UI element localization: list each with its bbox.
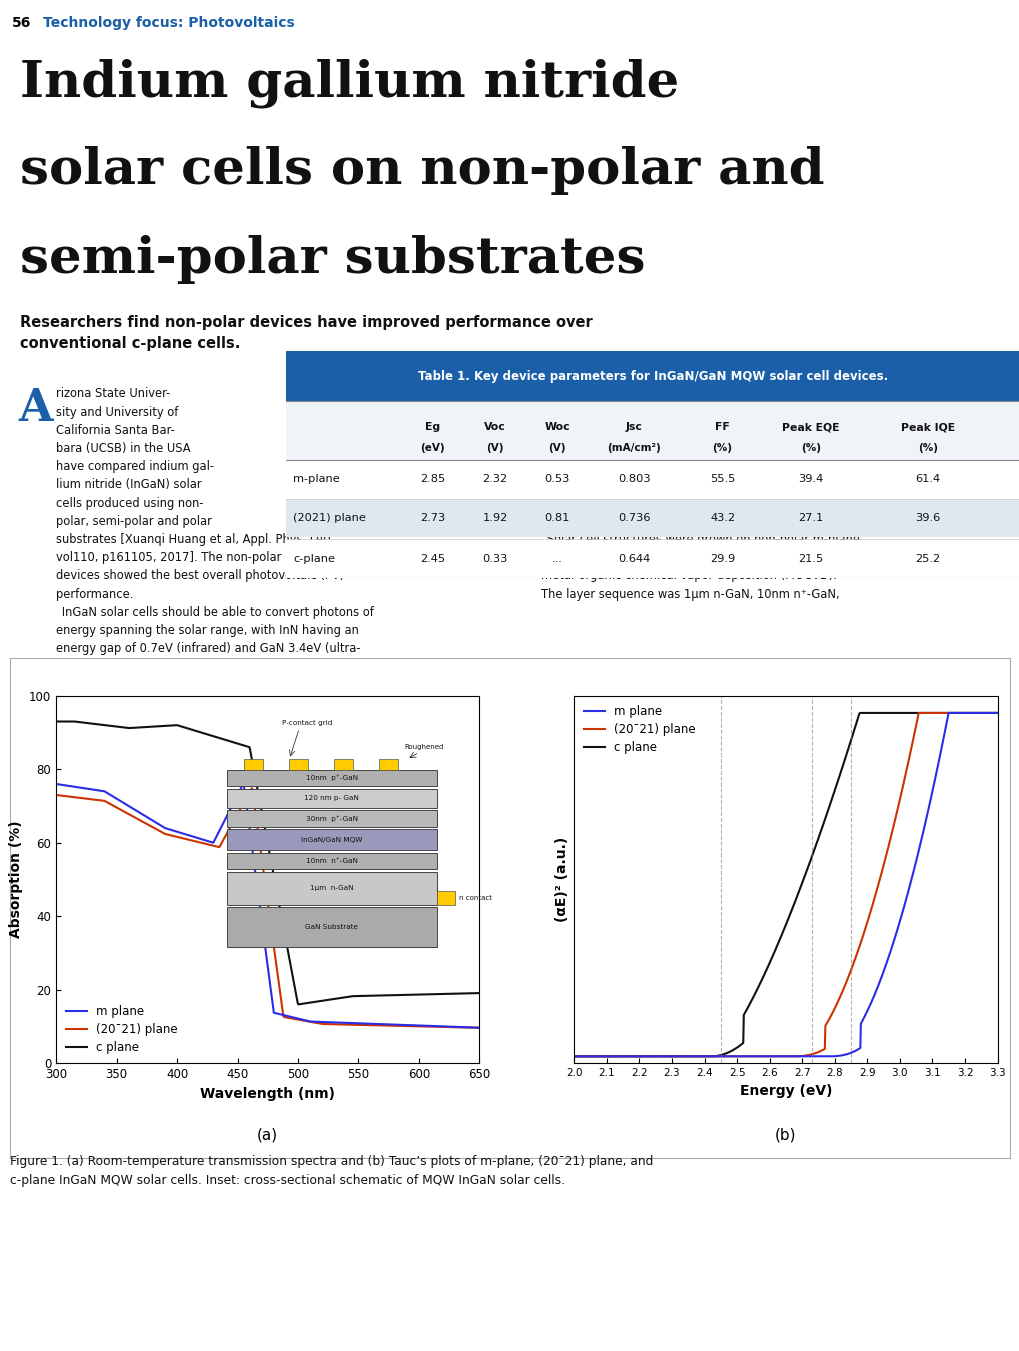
Legend: m plane, (20¯21) plane, c plane: m plane, (20¯21) plane, c plane [62,1002,181,1058]
Text: 0.803: 0.803 [618,474,650,485]
Text: (V): (V) [486,443,503,453]
Bar [334,759,353,770]
Text: 27.1: 27.1 [797,513,822,523]
Y-axis label: (αE)² (a.u.): (αE)² (a.u.) [554,836,569,923]
Text: (b): (b) [774,1128,796,1143]
Text: Compounds & Advanced Silicon • Vol. 12 • Issue 5 • June/July 2017: Compounds & Advanced Silicon • Vol. 12 •… [151,1319,552,1332]
Bar [226,871,436,905]
Text: 0.53: 0.53 [544,474,570,485]
X-axis label: Wavelength (nm): Wavelength (nm) [200,1086,335,1101]
Bar [226,770,436,786]
Text: (eV): (eV) [420,443,444,453]
Bar [285,401,1019,461]
Text: solar cells on non-polar and: solar cells on non-polar and [20,146,824,196]
Text: Roughened: Roughened [405,744,443,750]
Bar [285,351,1019,401]
Text: GaN Substrate: GaN Substrate [305,924,358,931]
Text: 29.9: 29.9 [709,554,735,563]
Bar [285,499,1019,538]
Legend: m plane, (20¯21) plane, c plane: m plane, (20¯21) plane, c plane [580,701,699,757]
Text: 25.2: 25.2 [915,554,940,563]
Text: 21.5: 21.5 [797,554,822,563]
Text: 120 nm p- GaN: 120 nm p- GaN [304,796,359,801]
Text: semiconductor: semiconductor [10,1319,113,1332]
Text: 43.2: 43.2 [709,513,735,523]
Text: 10nm  n⁺-GaN: 10nm n⁺-GaN [306,858,358,865]
Text: Figure 1. (a) Room-temperature transmission spectra and (b) Tauc’s plots of m-pl: Figure 1. (a) Room-temperature transmiss… [10,1155,653,1186]
Bar [289,759,308,770]
Text: Indium gallium nitride: Indium gallium nitride [20,58,679,108]
Y-axis label: Absorption (%): Absorption (%) [9,820,23,939]
Text: 2.73: 2.73 [420,513,444,523]
Text: 0.33: 0.33 [482,554,507,563]
Text: (a): (a) [257,1128,278,1143]
Text: 0.736: 0.736 [618,513,650,523]
Bar [245,759,263,770]
Text: (V): (V) [548,443,566,453]
Text: ...: ... [551,554,562,563]
Text: 1.92: 1.92 [482,513,507,523]
Text: 0.81: 0.81 [544,513,570,523]
Text: Table 1. Key device parameters for InGaN/GaN MQW solar cell devices.: Table 1. Key device parameters for InGaN… [417,370,888,382]
Text: c-plane: c-plane [292,554,334,563]
Text: 10nm  p⁺-GaN: 10nm p⁺-GaN [306,774,358,781]
Text: (%): (%) [800,443,820,453]
Text: semi-polar substrates: semi-polar substrates [20,235,645,284]
Text: www.semiconductor-today.com: www.semiconductor-today.com [825,1319,1009,1332]
Bar [379,759,397,770]
Text: Researchers find non-polar devices have improved performance over
conventional c: Researchers find non-polar devices have … [20,315,593,351]
Text: P-contact grid: P-contact grid [281,720,331,725]
Bar [285,461,1019,499]
Text: 39.4: 39.4 [797,474,822,485]
Text: 0.644: 0.644 [618,554,650,563]
Text: A: A [18,388,53,431]
Text: (2021) plane: (2021) plane [292,513,366,523]
Text: Technology focus: Photovoltaics: Technology focus: Photovoltaics [43,16,294,30]
Text: Jsc: Jsc [626,423,642,432]
Text: InGaN/GaN MQW: InGaN/GaN MQW [301,836,362,843]
Text: TODAY: TODAY [105,1319,152,1332]
Text: (%): (%) [712,443,732,453]
Bar [226,789,436,808]
Text: Woc: Woc [544,423,570,432]
Text: Peak IQE: Peak IQE [900,423,955,432]
Text: 1μm  n-GaN: 1μm n-GaN [310,885,354,892]
Text: m-plane: m-plane [292,474,339,485]
Text: 30nm  p⁺-GaN: 30nm p⁺-GaN [306,815,358,821]
Text: 61.4: 61.4 [915,474,940,485]
Text: 55.5: 55.5 [709,474,735,485]
Text: (mA/cm²): (mA/cm²) [607,443,660,453]
Text: Peak EQE: Peak EQE [782,423,839,432]
Text: FF: FF [714,423,730,432]
Text: n contact: n contact [459,894,492,901]
Text: rizona State Univer-
sity and University of
California Santa Bar-
bara (UCSB) in: rizona State Univer- sity and University… [56,388,374,746]
Text: 2.85: 2.85 [420,474,444,485]
Text: (%): (%) [917,443,937,453]
Text: Eg: Eg [425,423,439,432]
Text: 2.45: 2.45 [420,554,444,563]
Text: 39.6: 39.6 [915,513,940,523]
Bar [226,811,436,827]
Text: 56: 56 [12,16,32,30]
Bar [437,890,454,905]
Bar [226,852,436,870]
Text: 2.32: 2.32 [482,474,507,485]
Text: Voc: Voc [484,423,505,432]
Bar [226,907,436,947]
Text: improve performance.
 At present, InGaN solar cell demonstrations tend to
be in : improve performance. At present, InGaN s… [540,388,863,601]
Bar [226,830,436,851]
X-axis label: Energy (eV): Energy (eV) [739,1084,832,1097]
Bar [285,539,1019,578]
